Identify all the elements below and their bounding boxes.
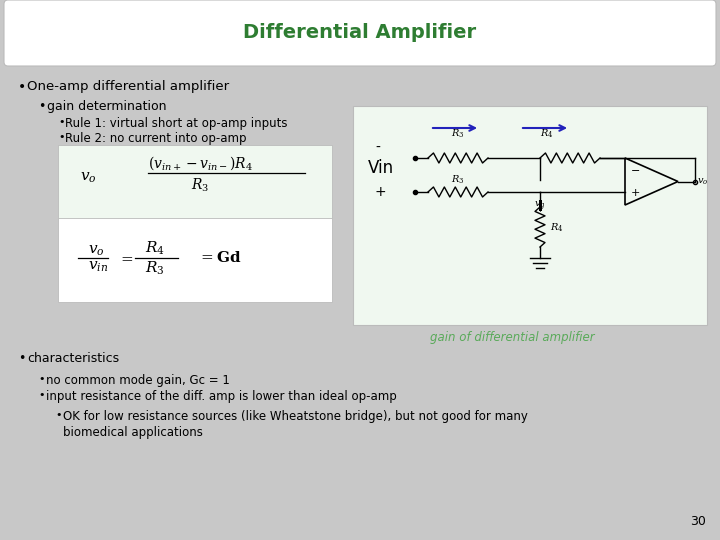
- Text: biomedical applications: biomedical applications: [63, 426, 203, 439]
- Text: •: •: [38, 390, 45, 400]
- Text: One-amp differential amplifier: One-amp differential amplifier: [27, 80, 229, 93]
- Text: $v_g$: $v_g$: [534, 200, 546, 213]
- FancyBboxPatch shape: [4, 0, 716, 66]
- Text: •: •: [58, 132, 65, 142]
- Text: 30: 30: [690, 515, 706, 528]
- Text: characteristics: characteristics: [27, 352, 119, 365]
- Text: $\mathit{v}_o$: $\mathit{v}_o$: [80, 170, 96, 185]
- Text: $= \mathbf{Gd}$: $= \mathbf{Gd}$: [198, 251, 242, 266]
- Text: $R_3$: $R_3$: [451, 173, 464, 186]
- Text: •: •: [38, 374, 45, 384]
- Text: Vin: Vin: [368, 159, 394, 177]
- Text: Differential Amplifier: Differential Amplifier: [243, 24, 477, 43]
- Text: $R_4$: $R_4$: [550, 222, 564, 234]
- Text: +: +: [375, 185, 387, 199]
- Text: $R_4$: $R_4$: [540, 127, 554, 139]
- Text: no common mode gain, Gc = 1: no common mode gain, Gc = 1: [46, 374, 230, 387]
- Text: Rule 1: virtual short at op-amp inputs: Rule 1: virtual short at op-amp inputs: [65, 117, 287, 130]
- Text: •: •: [18, 80, 26, 94]
- Text: -: -: [375, 141, 380, 155]
- Text: gain of differential amplifier: gain of differential amplifier: [430, 332, 595, 345]
- Text: •: •: [55, 410, 61, 420]
- Text: $\mathit{R}_3$: $\mathit{R}_3$: [191, 176, 209, 194]
- Text: $-$: $-$: [630, 164, 640, 174]
- FancyBboxPatch shape: [58, 218, 332, 302]
- Text: OK for low resistance sources (like Wheatstone bridge), but not good for many: OK for low resistance sources (like Whea…: [63, 410, 528, 423]
- Text: $R_3$: $R_3$: [451, 127, 464, 139]
- Text: $\mathit{v}_o$: $\mathit{v}_o$: [88, 242, 104, 258]
- Text: $+$: $+$: [630, 186, 640, 198]
- Text: •: •: [58, 117, 65, 127]
- Text: $\mathit{R}_3$: $\mathit{R}_3$: [145, 259, 165, 276]
- Text: Rule 2: no current into op-amp: Rule 2: no current into op-amp: [65, 132, 246, 145]
- FancyBboxPatch shape: [58, 145, 332, 219]
- Text: $\mathit{v}_{in}$: $\mathit{v}_{in}$: [88, 260, 108, 274]
- Text: gain determination: gain determination: [47, 100, 166, 113]
- Text: $(\mathit{v}_{in+} - \mathit{v}_{in-})\mathit{R}_4$: $(\mathit{v}_{in+} - \mathit{v}_{in-})\m…: [148, 154, 253, 172]
- Text: $\mathit{R}_4$: $\mathit{R}_4$: [145, 239, 165, 256]
- Text: •: •: [38, 100, 45, 113]
- Text: input resistance of the diff. amp is lower than ideal op-amp: input resistance of the diff. amp is low…: [46, 390, 397, 403]
- Text: $v_o$: $v_o$: [697, 176, 708, 187]
- Text: $=$: $=$: [118, 251, 134, 266]
- Text: •: •: [18, 352, 25, 365]
- FancyBboxPatch shape: [353, 106, 707, 325]
